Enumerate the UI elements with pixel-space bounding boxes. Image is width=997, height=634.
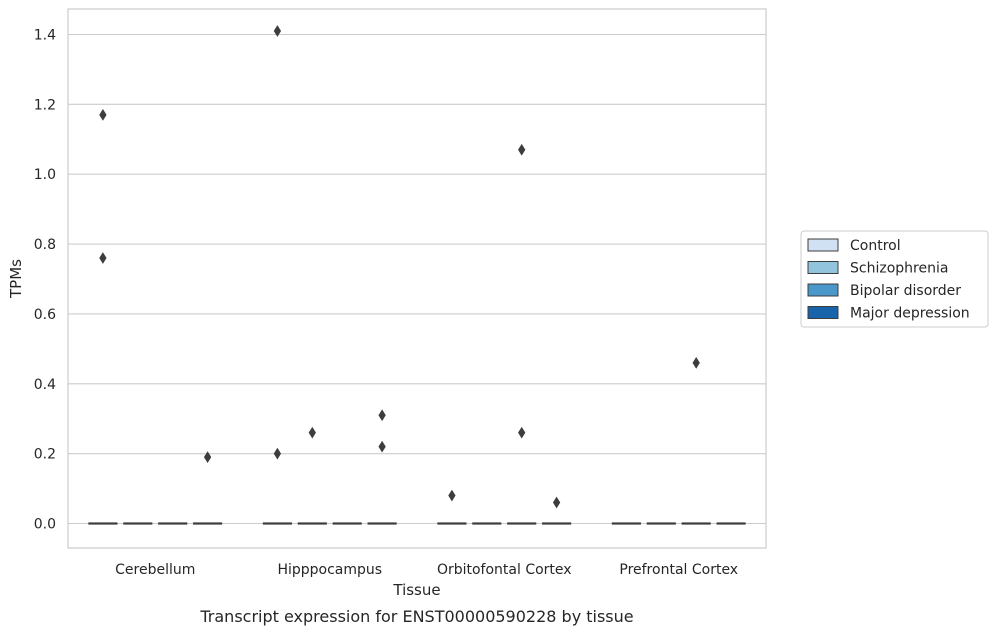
legend-label: Bipolar disorder (850, 283, 961, 299)
outlier-point (99, 108, 107, 121)
y-tick-label: 0.4 (34, 377, 56, 393)
x-axis-label: Tissue (392, 581, 440, 599)
x-tick-label: Prefrontal Cortex (619, 562, 738, 578)
legend-label: Control (850, 238, 901, 254)
legend: Control Schizophrenia Bipolar disorder Majo… (800, 230, 989, 328)
outlier-point (692, 356, 700, 369)
outlier-point (99, 252, 107, 264)
y-tick-label: 0.6 (34, 307, 56, 323)
x-tick-label: Hipppocampus (277, 562, 382, 578)
x-tick-label: Cerebellum (115, 562, 195, 578)
legend-swatch (807, 238, 839, 252)
legend-label: Major depression (850, 306, 970, 322)
legend-swatch (807, 261, 839, 274)
figure-caption: Transcript expression for ENST0000059022… (199, 607, 633, 626)
legend-frame (800, 230, 989, 328)
y-tick-label: 1.0 (34, 167, 56, 183)
outlier-point (378, 409, 386, 422)
y-tick-label: 0.8 (34, 237, 56, 253)
y-tick-label: 0.0 (34, 517, 56, 533)
box-series (88, 522, 746, 525)
x-tick-label: Orbitofontal Cortex (437, 562, 572, 578)
y-axis-label: TPMs (7, 259, 25, 299)
legend-swatch (807, 306, 839, 319)
outlier-point (518, 143, 526, 156)
outlier-points (99, 25, 700, 509)
y-tick-label: 1.2 (34, 97, 56, 113)
legend-label: Schizophrenia (850, 261, 948, 277)
y-tick-labels: 0.0 0.2 0.4 0.6 0.8 1.0 1.2 1.4 (34, 28, 56, 533)
x-tick-labels: Cerebellum Hipppocampus Orbitofontal Corte… (115, 562, 738, 578)
plot-frame (67, 8, 767, 549)
y-tick-label: 1.4 (34, 28, 56, 44)
outlier-point (518, 426, 526, 439)
outlier-point (552, 496, 561, 509)
outlier-point (203, 451, 212, 464)
legend-swatch (807, 283, 839, 297)
outlier-point (273, 25, 282, 37)
outlier-point (273, 447, 282, 460)
outlier-point (448, 489, 456, 502)
y-tick-label: 0.2 (34, 447, 56, 463)
grid-lines (68, 33, 766, 525)
outlier-point (378, 440, 386, 453)
outlier-point (308, 426, 316, 439)
